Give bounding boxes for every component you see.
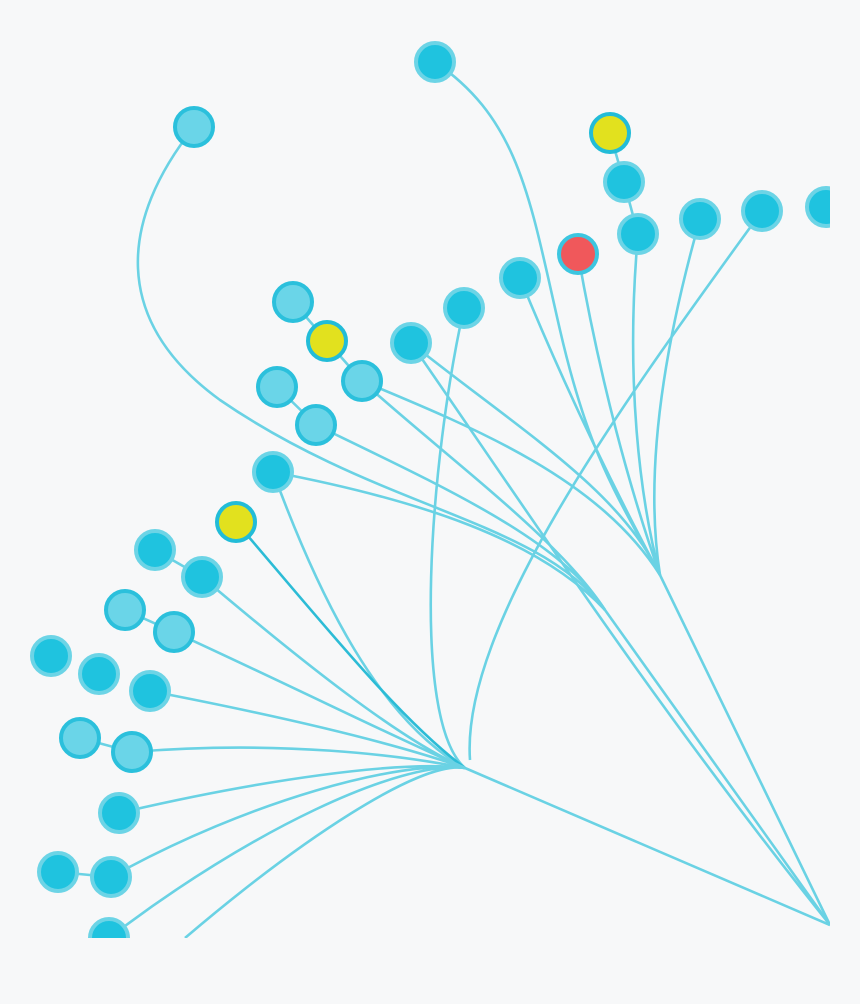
node <box>272 281 314 323</box>
node <box>499 257 541 299</box>
node <box>181 556 223 598</box>
node <box>443 287 485 329</box>
node <box>341 360 383 402</box>
node <box>30 635 72 677</box>
node <box>252 451 294 493</box>
node <box>90 856 132 898</box>
node <box>295 404 337 446</box>
node <box>215 501 257 543</box>
node <box>37 851 79 893</box>
node <box>134 529 176 571</box>
node <box>59 717 101 759</box>
node <box>414 41 456 83</box>
node <box>78 653 120 695</box>
node <box>603 161 645 203</box>
node <box>805 186 830 228</box>
nodes <box>30 41 830 938</box>
node <box>256 366 298 408</box>
node <box>104 589 146 631</box>
node <box>88 917 130 938</box>
node <box>111 731 153 773</box>
node <box>173 106 215 148</box>
node <box>741 190 783 232</box>
node <box>557 233 599 275</box>
node <box>390 322 432 364</box>
node <box>306 320 348 362</box>
node <box>679 198 721 240</box>
node <box>617 213 659 255</box>
node <box>98 792 140 834</box>
node <box>153 611 195 653</box>
node <box>129 670 171 712</box>
node <box>589 112 631 154</box>
